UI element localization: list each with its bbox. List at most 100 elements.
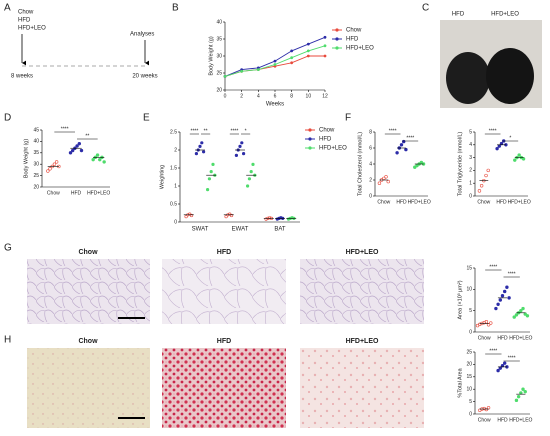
data-point (495, 146, 499, 151)
y-tick-label: 3 (469, 155, 472, 161)
y-tick-label: 1 (469, 181, 472, 187)
y-tick-label: 5 (469, 129, 472, 135)
x-tick-label: HFD+LEO (508, 199, 531, 205)
data-point (202, 150, 206, 154)
data-point (503, 361, 507, 365)
data-point (519, 308, 523, 313)
significance-label: **** (231, 128, 239, 134)
data-point (514, 313, 519, 317)
data-point (404, 147, 408, 152)
histology-image (300, 259, 424, 324)
panel-letter: E (143, 113, 150, 124)
data-point (268, 216, 272, 220)
data-point (238, 144, 242, 148)
data-point (98, 157, 102, 162)
data-point (521, 306, 525, 311)
data-point (395, 151, 399, 155)
data-point (52, 162, 57, 166)
legend-marker (335, 28, 339, 32)
data-point (249, 170, 253, 174)
y-axis-label: Area (×10³ μm²) (457, 280, 463, 319)
x-tick-label: HFD (497, 335, 508, 341)
y-tick-label: 20 (466, 362, 472, 368)
panel-letter: C (422, 3, 429, 14)
data-point (386, 179, 390, 184)
y-tick-label: 0 (469, 193, 472, 199)
group-label: Chow (18, 10, 34, 16)
mouse (486, 48, 534, 104)
data-point (246, 184, 250, 188)
data-point (484, 173, 488, 178)
x-tick-label: 4 (257, 93, 260, 99)
significance-label: **** (508, 271, 516, 277)
panel-letter: B (172, 3, 179, 14)
significance-label: **** (508, 355, 516, 361)
y-tick-label: 20 (33, 184, 39, 190)
data-point (484, 320, 489, 324)
x-tick-label: HFD (396, 199, 407, 205)
data-point (240, 141, 244, 145)
data-point (290, 56, 294, 60)
data-point (525, 314, 530, 318)
y-tick-label: 40 (33, 139, 39, 145)
panel-letter: G (4, 243, 12, 254)
image-title: Chow (78, 249, 98, 256)
data-point (223, 75, 227, 78)
histology-image (27, 348, 150, 428)
histology-image (300, 348, 424, 428)
data-point (399, 143, 404, 147)
data-point (79, 148, 84, 153)
data-point (264, 217, 268, 221)
data-point (184, 215, 188, 219)
significance-label: **** (191, 128, 199, 134)
x-tick-label: 6 (274, 93, 277, 99)
data-point (229, 213, 234, 218)
legend-marker (308, 146, 312, 150)
data-point (516, 394, 521, 399)
legend-label: HFD (319, 137, 332, 143)
x-tick-label: HFD+LEO (509, 417, 532, 423)
data-point (95, 153, 100, 157)
mouse (446, 52, 490, 104)
y-tick-label: 15 (466, 265, 472, 271)
y-tick-label: 25 (216, 70, 222, 76)
y-tick-label: 4 (469, 142, 472, 148)
image-title: HFD+LEO (346, 338, 379, 345)
y-axis-label: Body Weight (g) (23, 139, 29, 179)
data-point (206, 188, 210, 192)
y-tick-label: 5 (469, 399, 472, 405)
data-point (402, 139, 406, 144)
data-point (200, 141, 204, 145)
data-point (224, 215, 228, 219)
panel-letter: F (345, 113, 351, 124)
data-point (377, 181, 382, 185)
data-point (48, 167, 52, 171)
data-point (505, 285, 509, 289)
y-tick-label: 35 (33, 150, 39, 156)
y-tick-label: 20 (216, 87, 222, 93)
significance-label: **** (489, 348, 497, 354)
x-tick-label: HFD (71, 190, 82, 196)
data-point (306, 42, 310, 46)
legend-marker (335, 37, 339, 41)
significance-label: **** (406, 135, 414, 141)
data-point (507, 296, 511, 300)
y-tick-label: 2 (369, 177, 372, 183)
data-point (521, 387, 525, 391)
x-tick-label: HFD (497, 417, 508, 423)
data-point (500, 294, 505, 298)
significance-label: * (509, 135, 511, 141)
x-tick-label: EWAT (232, 227, 249, 233)
legend-label: HFD (346, 37, 359, 43)
data-point (323, 44, 327, 48)
data-point (479, 184, 484, 188)
image-title: Chow (78, 338, 98, 345)
panel-letter: D (4, 113, 11, 124)
histology-image (27, 259, 150, 324)
legend-label: HFD+LEO (319, 146, 347, 152)
photo-label: HFD+LEO (491, 12, 519, 18)
image-title: HFD (217, 249, 231, 256)
panel-letter: A (4, 3, 11, 14)
significance-label: ** (85, 133, 89, 139)
